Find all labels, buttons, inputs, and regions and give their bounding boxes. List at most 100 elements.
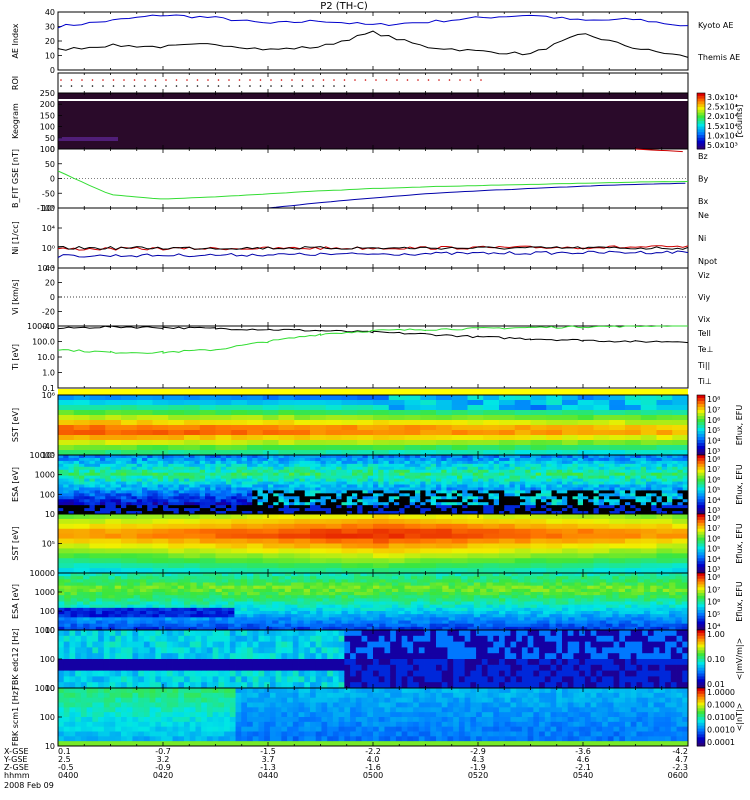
heat-cell — [488, 505, 495, 509]
heat-cell — [163, 493, 169, 497]
heat-cell — [184, 400, 201, 406]
heat-cell — [357, 445, 374, 451]
colorbar-cell — [697, 137, 705, 142]
heat-cell — [514, 528, 531, 535]
colorbar-cell — [697, 525, 705, 530]
colorbar-cell — [697, 115, 705, 119]
heat-cell — [196, 579, 204, 583]
heat-cell — [352, 481, 358, 485]
heat-cell — [467, 499, 474, 503]
heat-cell — [441, 487, 447, 491]
heat-cell — [341, 410, 358, 416]
heat-cell — [278, 457, 285, 462]
heat-cell — [378, 478, 384, 482]
heat-cell — [89, 598, 97, 602]
heat-cell — [272, 582, 279, 587]
heat-cell — [451, 484, 458, 488]
heat-cell — [73, 518, 90, 525]
heat-cell — [383, 457, 390, 462]
heat-cell — [441, 505, 447, 509]
heat-cell — [357, 481, 363, 485]
heat-cell — [462, 505, 468, 509]
heat-cell — [294, 410, 311, 416]
heat-cell — [70, 576, 78, 580]
roi-dot — [375, 79, 377, 81]
heat-cell — [304, 508, 311, 512]
heat-cell — [577, 528, 594, 535]
heat-cell — [341, 463, 348, 468]
heat-cell — [451, 496, 458, 500]
heat-cell — [509, 469, 516, 474]
heat-cell — [89, 450, 106, 456]
heat-cell — [672, 568, 689, 574]
heat-cell — [58, 579, 65, 583]
heat-cell — [178, 472, 185, 477]
heat-cell — [94, 502, 101, 506]
heat-cell — [127, 588, 134, 593]
heat-cell — [58, 395, 75, 401]
heat-cell — [436, 463, 442, 468]
heat-cell — [514, 490, 521, 494]
heat-cell — [415, 463, 421, 468]
heat-cell — [367, 469, 374, 474]
heat-cell — [127, 626, 134, 631]
heat-cell — [357, 420, 374, 426]
heat-cell — [562, 511, 568, 515]
heat-cell — [609, 425, 626, 431]
heat-cell — [215, 568, 232, 574]
heat-cell — [310, 484, 316, 488]
heat-cell — [252, 469, 258, 474]
heat-cell — [64, 573, 71, 577]
heat-cell — [672, 553, 689, 559]
heat-cell — [64, 623, 71, 628]
heat-cell — [110, 455, 117, 459]
heat-cell — [682, 505, 689, 509]
heat-cell — [247, 395, 264, 401]
heat-cell — [234, 604, 242, 609]
heat-cell — [598, 475, 605, 479]
heat-cell — [299, 457, 306, 462]
heat-cell — [562, 481, 568, 485]
heat-cell — [425, 502, 432, 506]
heat-cell — [640, 460, 647, 465]
heat-cell — [259, 607, 267, 612]
heat-cell — [499, 455, 505, 459]
heat-cell — [278, 469, 285, 474]
y-tick-label: 10⁴ — [42, 224, 55, 233]
heat-cell — [297, 588, 305, 593]
heat-cell — [265, 592, 273, 596]
heat-cell — [299, 460, 306, 465]
heat-cell — [283, 499, 290, 503]
heat-cell — [253, 579, 260, 583]
heat-cell — [541, 475, 547, 479]
heat-cell — [226, 484, 232, 488]
heat-cell — [472, 493, 479, 497]
heat-cell — [139, 604, 147, 609]
heat-cell — [336, 475, 342, 479]
heat-cell — [325, 538, 342, 544]
heat-cell — [593, 430, 610, 436]
heat-cell — [625, 511, 631, 515]
heat-cell — [322, 573, 330, 577]
heat-cell — [604, 493, 610, 497]
heat-cell — [228, 614, 235, 618]
heat-cell — [462, 496, 468, 500]
heat-cell — [272, 573, 279, 577]
heat-cell — [215, 405, 232, 411]
heat-cell — [625, 472, 631, 477]
heat-cell — [546, 490, 552, 494]
colorbar-cell — [697, 455, 705, 459]
heat-cell — [328, 598, 336, 602]
heat-cell — [325, 450, 342, 456]
heat-cell — [257, 502, 264, 506]
heat-cell — [241, 496, 248, 500]
heat-cell — [567, 481, 573, 485]
heat-cell — [236, 487, 243, 491]
heat-cell — [121, 604, 128, 609]
heat-cell — [146, 626, 153, 631]
heat-cell — [73, 445, 90, 451]
heat-cell — [257, 466, 264, 471]
heat-cell — [415, 472, 421, 477]
heat-cell — [294, 435, 311, 441]
heat-cell — [467, 568, 484, 574]
